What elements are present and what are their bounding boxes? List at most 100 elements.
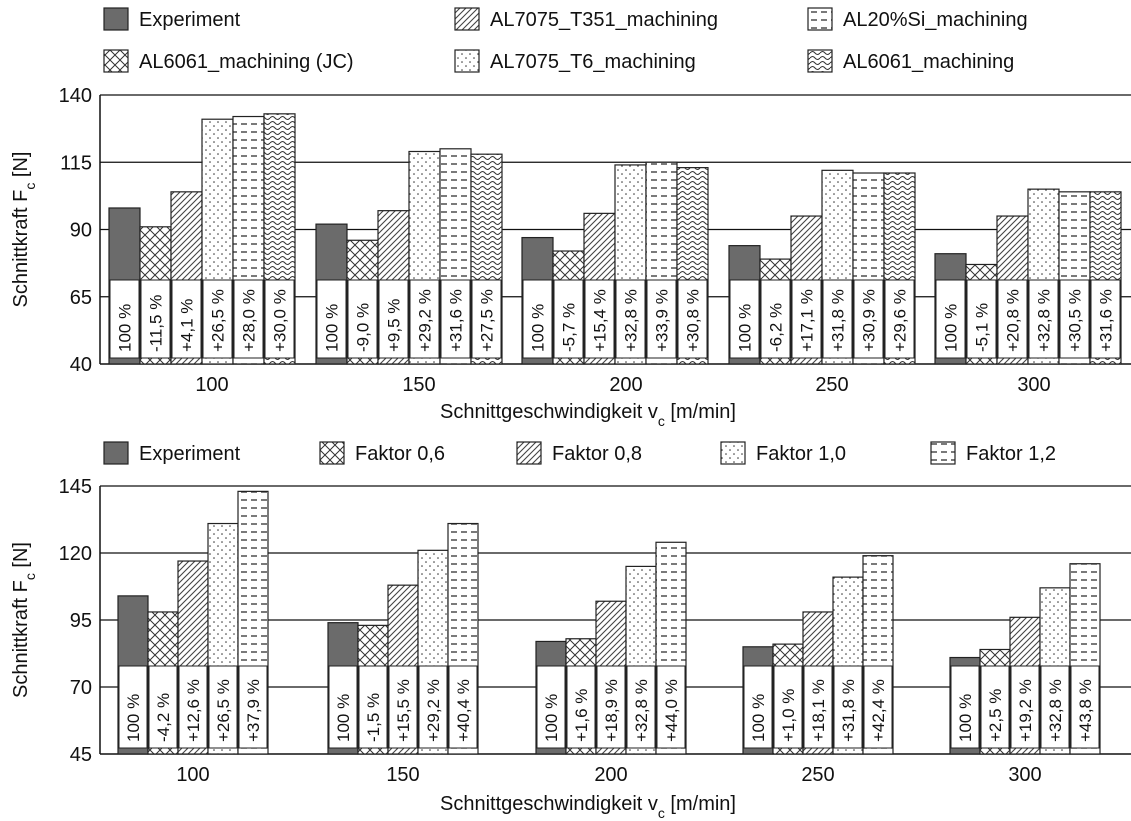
y-tick-label: 115 xyxy=(60,152,92,174)
bar-value-label: 100 % xyxy=(116,304,135,352)
bar-al7075-t351-machining-100: +4,1 % xyxy=(170,191,203,365)
legend-swatch xyxy=(454,49,480,73)
legend-item-al6061-machining: AL6061_machining xyxy=(807,49,1014,73)
bar-label-box xyxy=(148,665,178,749)
legend-item-experiment: Experiment xyxy=(103,7,241,31)
legend-swatch xyxy=(103,441,129,465)
bar-al6061-machining-jc-100: -11,5 % xyxy=(139,226,172,365)
bar-label-box xyxy=(584,279,615,359)
bar-experiment-250: 100 % xyxy=(728,245,761,365)
bar-value-label: 100 % xyxy=(942,304,961,352)
bar-faktor-0-8-100: +12,6 % xyxy=(177,560,209,755)
bar-al6061-machining-150: +27,5 % xyxy=(470,153,503,365)
bar-value-label: +29,2 % xyxy=(416,289,435,352)
bar-value-label: +15,5 % xyxy=(394,679,413,742)
bar-value-label: +31,8 % xyxy=(829,289,848,352)
bar-label-box xyxy=(791,279,822,359)
y-axis-title: Schnittkraft Fc [N] xyxy=(10,152,38,308)
x-tick-label: 250 xyxy=(815,374,848,396)
bar-label-box xyxy=(1059,279,1090,359)
bar-value-label: 100 % xyxy=(334,694,353,742)
legend-label: Faktor 1,0 xyxy=(756,443,846,465)
bar-label-box xyxy=(596,665,626,749)
bar-al7075-t6-machining-150: +29,2 % xyxy=(408,150,441,365)
legend-item-al20-si-machining: AL20%Si_machining xyxy=(807,7,1028,31)
bar-value-label: +15,4 % xyxy=(591,289,610,352)
bar-faktor-1-2-250: +42,4 % xyxy=(862,555,894,755)
bar-value-label: +43,8 % xyxy=(1076,679,1095,742)
bar-value-label: +12,6 % xyxy=(184,679,203,742)
bar-faktor-1-2-100: +37,9 % xyxy=(237,490,269,755)
bar-label-box xyxy=(536,665,566,749)
bar-faktor-1-0-200: +32,8 % xyxy=(625,565,657,755)
bar-faktor-1-2-200: +44,0 % xyxy=(655,541,687,755)
bar-value-label: -9,0 % xyxy=(354,303,373,352)
bar-faktor-1-2-300: +43,8 % xyxy=(1069,563,1101,755)
bar-label-box xyxy=(950,665,980,749)
bar-label-box xyxy=(773,665,803,749)
bar-value-label: +33,9 % xyxy=(653,289,672,352)
bar-value-label: +4,1 % xyxy=(178,299,197,352)
bar-label-box xyxy=(760,279,791,359)
bar-value-label: -6,2 % xyxy=(767,303,786,352)
bar-label-box xyxy=(418,665,448,749)
bar-label-box xyxy=(566,665,596,749)
bar-value-label: +18,1 % xyxy=(809,679,828,742)
bar-value-label: +27,5 % xyxy=(478,289,497,352)
legend-swatch xyxy=(319,441,345,465)
legend-label: Faktor 0,6 xyxy=(355,443,445,465)
legend-label: AL6061_machining (JC) xyxy=(139,51,354,73)
top-chart: Experiment AL7075_T351_machining AL20%Si_m… xyxy=(10,7,1131,429)
bar-al7075-t6-machining-100: +26,5 % xyxy=(201,118,234,365)
legend-label: Faktor 1,2 xyxy=(966,443,1056,465)
bar-faktor-0-6-100: -4,2 % xyxy=(147,611,179,755)
bar-value-label: -4,2 % xyxy=(154,693,173,742)
bar-label-box xyxy=(1070,665,1100,749)
bar-label-box xyxy=(626,665,656,749)
bar-al20-si-machining-300: +30,5 % xyxy=(1058,191,1091,365)
bar-value-label: +29,2 % xyxy=(424,679,443,742)
bar-label-box xyxy=(238,665,268,749)
bar-value-label: +18,9 % xyxy=(602,679,621,742)
bar-label-box xyxy=(1040,665,1070,749)
bar-value-label: +31,6 % xyxy=(447,289,466,352)
bar-value-label: +20,8 % xyxy=(1004,289,1023,352)
bar-value-label: +1,6 % xyxy=(572,689,591,742)
bar-faktor-0-8-150: +15,5 % xyxy=(387,584,419,755)
legend-item-faktor-1-2: Faktor 1,2 xyxy=(930,441,1056,465)
bar-value-label: +29,6 % xyxy=(891,289,910,352)
legend-swatch xyxy=(807,49,833,73)
bar-label-box xyxy=(347,279,378,359)
bar-faktor-0-6-300: +2,5 % xyxy=(979,648,1011,755)
x-tick-label: 300 xyxy=(1017,374,1050,396)
legend-item-al7075-t351-machining: AL7075_T351_machining xyxy=(454,7,718,31)
y-tick-label: 140 xyxy=(59,85,92,107)
legend-item-experiment: Experiment xyxy=(103,441,241,465)
bar-value-label: +31,8 % xyxy=(839,679,858,742)
bar-al7075-t6-machining-300: +32,8 % xyxy=(1027,188,1060,365)
bar-label-box xyxy=(171,279,202,359)
bar-value-label: +2,5 % xyxy=(986,689,1005,742)
bar-label-box xyxy=(853,279,884,359)
bar-faktor-0-6-150: -1,5 % xyxy=(357,624,389,755)
bar-value-label: +28,0 % xyxy=(240,289,259,352)
bar-value-label: 100 % xyxy=(956,694,975,742)
bar-label-box xyxy=(440,279,471,359)
bar-faktor-1-2-150: +40,4 % xyxy=(447,522,479,755)
bar-label-box xyxy=(208,665,238,749)
bar-label-box xyxy=(656,665,686,749)
bar-label-box xyxy=(729,279,760,359)
legend-label: AL20%Si_machining xyxy=(843,9,1028,31)
bar-experiment-100: 100 % xyxy=(108,207,141,365)
x-tick-label: 150 xyxy=(386,764,419,786)
bar-experiment-200: 100 % xyxy=(521,236,554,365)
bar-value-label: +30,0 % xyxy=(271,289,290,352)
bar-value-label: +26,5 % xyxy=(214,679,233,742)
bar-label-box xyxy=(997,279,1028,359)
bar-label-box xyxy=(471,279,502,359)
y-axis-title: Schnittkraft Fc [N] xyxy=(10,542,38,698)
legend-label: AL7075_T351_machining xyxy=(490,9,718,31)
bar-label-box xyxy=(966,279,997,359)
bar-experiment-150: 100 % xyxy=(327,622,359,755)
